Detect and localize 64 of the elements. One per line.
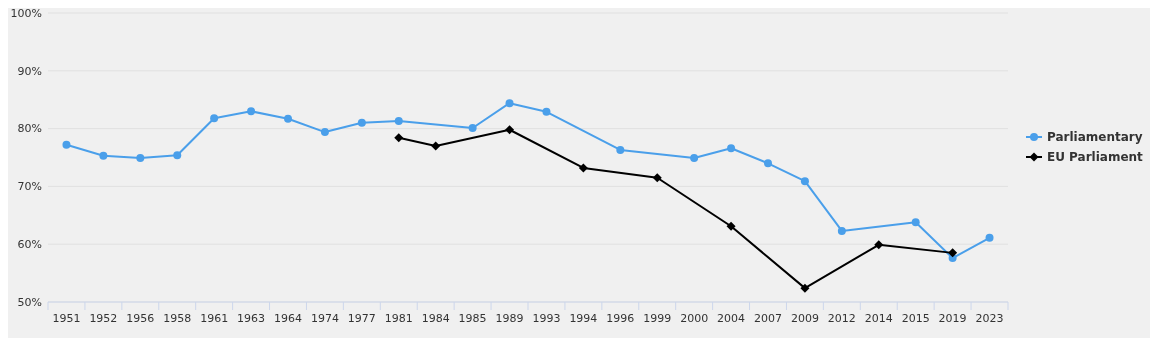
x-tick-label: 1996 — [606, 312, 635, 325]
legend-label: Parliamentary — [1047, 130, 1143, 145]
point — [652, 173, 662, 183]
point — [948, 248, 958, 258]
point — [431, 141, 441, 151]
x-tick-label: 1984 — [421, 312, 450, 325]
x-tick-label: 1999 — [643, 312, 672, 325]
point — [985, 233, 994, 242]
point — [99, 151, 108, 160]
x-tick-label: 1964 — [274, 312, 302, 325]
x-tick-label: 2012 — [827, 312, 856, 325]
x-tick-label: 1951 — [52, 312, 81, 325]
point — [394, 133, 404, 143]
y-tick-label: 70% — [17, 180, 42, 194]
point — [357, 118, 366, 127]
x-tick-label: 2023 — [975, 312, 1004, 325]
point — [136, 154, 145, 163]
point — [911, 218, 920, 227]
x-tick-label: 1963 — [237, 312, 266, 325]
y-tick-label: 60% — [17, 238, 42, 252]
point — [690, 154, 699, 163]
x-tick-label: 1977 — [347, 312, 376, 325]
x-tick-label: 1958 — [163, 312, 192, 325]
point — [505, 125, 515, 135]
x-tick-label: 2004 — [717, 312, 746, 325]
x-tick-label: 1961 — [200, 312, 229, 325]
point — [837, 226, 846, 235]
y-tick-label: 90% — [17, 64, 42, 78]
x-tick-label: 2015 — [901, 312, 930, 325]
point — [764, 159, 772, 168]
point — [726, 221, 736, 231]
x-tick-label: 2007 — [754, 312, 782, 325]
point — [284, 114, 292, 123]
y-tick-label: 50% — [17, 295, 42, 309]
x-tick-label: 1993 — [532, 312, 561, 325]
point — [210, 114, 219, 123]
point — [62, 140, 71, 149]
point — [173, 151, 182, 160]
x-tick-label: 1952 — [89, 312, 118, 325]
point — [468, 124, 477, 133]
point — [394, 117, 403, 126]
x-tick-label: 1981 — [384, 312, 413, 325]
legend-label: EU Parliament — [1047, 150, 1144, 165]
point — [616, 145, 625, 154]
point — [247, 107, 256, 116]
point — [505, 99, 514, 108]
point — [727, 144, 736, 153]
x-tick-label: 1989 — [495, 312, 524, 325]
x-tick-label: 1974 — [310, 312, 339, 325]
y-tick-label: 80% — [17, 122, 42, 136]
point — [800, 283, 810, 293]
x-tick-label: 2009 — [790, 312, 819, 325]
point — [800, 177, 809, 186]
x-tick-label: 2014 — [864, 312, 893, 325]
x-tick-label: 1994 — [569, 312, 598, 325]
x-tick-label: 2019 — [938, 312, 967, 325]
point — [320, 128, 329, 137]
y-tick-label: 100% — [10, 6, 42, 20]
x-tick-label: 1985 — [458, 312, 487, 325]
point — [874, 240, 884, 250]
x-tick-label: 1956 — [126, 312, 155, 325]
point — [542, 107, 551, 116]
point — [578, 163, 588, 173]
x-tick-label: 2000 — [680, 312, 709, 325]
